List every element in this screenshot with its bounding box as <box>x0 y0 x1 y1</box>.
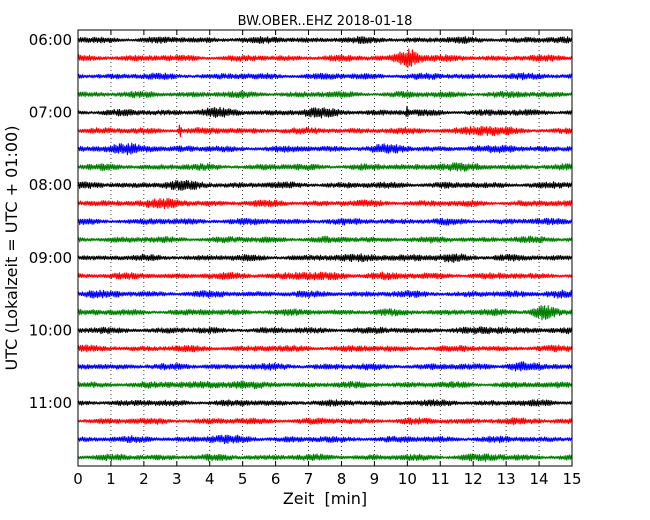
trace-row-1100 <box>77 399 573 407</box>
trace-rows <box>77 36 573 462</box>
x-tick-label: 2 <box>139 470 149 488</box>
x-tick-label: 15 <box>562 470 581 488</box>
trace-row-0845 <box>77 235 573 244</box>
trace-row-0800 <box>77 179 573 191</box>
plot-frame <box>77 29 573 467</box>
x-tick-label: 5 <box>238 470 248 488</box>
x-tick-label: 14 <box>530 470 549 488</box>
trace-row-0945 <box>77 305 573 321</box>
trace-row-0700 <box>77 105 573 119</box>
x-tick-label: 12 <box>464 470 483 488</box>
chart-title: BW.OBER..EHZ 2018-01-18 <box>238 14 413 29</box>
x-axis-label: Zeit [min] <box>283 489 367 508</box>
x-tick-label: 3 <box>172 470 182 488</box>
trace-row-0930 <box>77 289 573 299</box>
grid-lines <box>110 30 540 466</box>
trace-row-0645 <box>77 90 573 99</box>
x-tick-label: 7 <box>304 470 314 488</box>
trace-row-1000 <box>77 326 573 335</box>
trace-row-0830 <box>77 217 573 226</box>
x-tick-label: 8 <box>337 470 347 488</box>
trace-row-1115 <box>77 417 573 426</box>
trace-row-1030 <box>77 361 573 372</box>
x-tick-label: 13 <box>497 470 516 488</box>
x-tick-label: 9 <box>370 470 380 488</box>
y-tick-label: 06:00 <box>29 31 72 49</box>
x-tick-label: 4 <box>205 470 215 488</box>
y-tick-label: 08:00 <box>29 176 72 194</box>
trace-row-1015 <box>77 344 573 353</box>
trace-row-0730 <box>77 142 573 156</box>
y-tick-label: 10:00 <box>29 321 72 339</box>
y-axis: 06:00 07:00 08:00 09:00 10:00 11:00 <box>29 31 572 412</box>
trace-row-0915 <box>77 271 573 281</box>
trace-row-1130 <box>77 434 573 445</box>
x-tick-label: 11 <box>431 470 450 488</box>
x-tick-label: 10 <box>398 470 417 488</box>
x-tick-label: 6 <box>271 470 281 488</box>
trace-row-0900 <box>77 253 573 263</box>
y-tick-label: 11:00 <box>29 394 72 412</box>
trace-row-0600 <box>77 36 573 45</box>
y-tick-label: 09:00 <box>29 249 72 267</box>
x-tick-label: 0 <box>73 470 83 488</box>
x-tick-label: 1 <box>106 470 116 488</box>
trace-row-1145 <box>77 453 573 462</box>
trace-row-0745 <box>77 162 573 172</box>
y-tick-label: 07:00 <box>29 104 72 122</box>
y-axis-label: UTC (Lokalzeit = UTC + 01:00) <box>2 126 21 371</box>
trace-row-0815 <box>77 197 573 210</box>
x-axis: 0 1 2 3 4 5 6 7 8 9 10 11 12 13 14 15 <box>73 30 582 488</box>
trace-row-0630 <box>77 72 573 81</box>
trace-row-1045 <box>77 380 573 390</box>
trace-row-0715 <box>77 124 573 138</box>
trace-row-0615 <box>77 48 573 68</box>
